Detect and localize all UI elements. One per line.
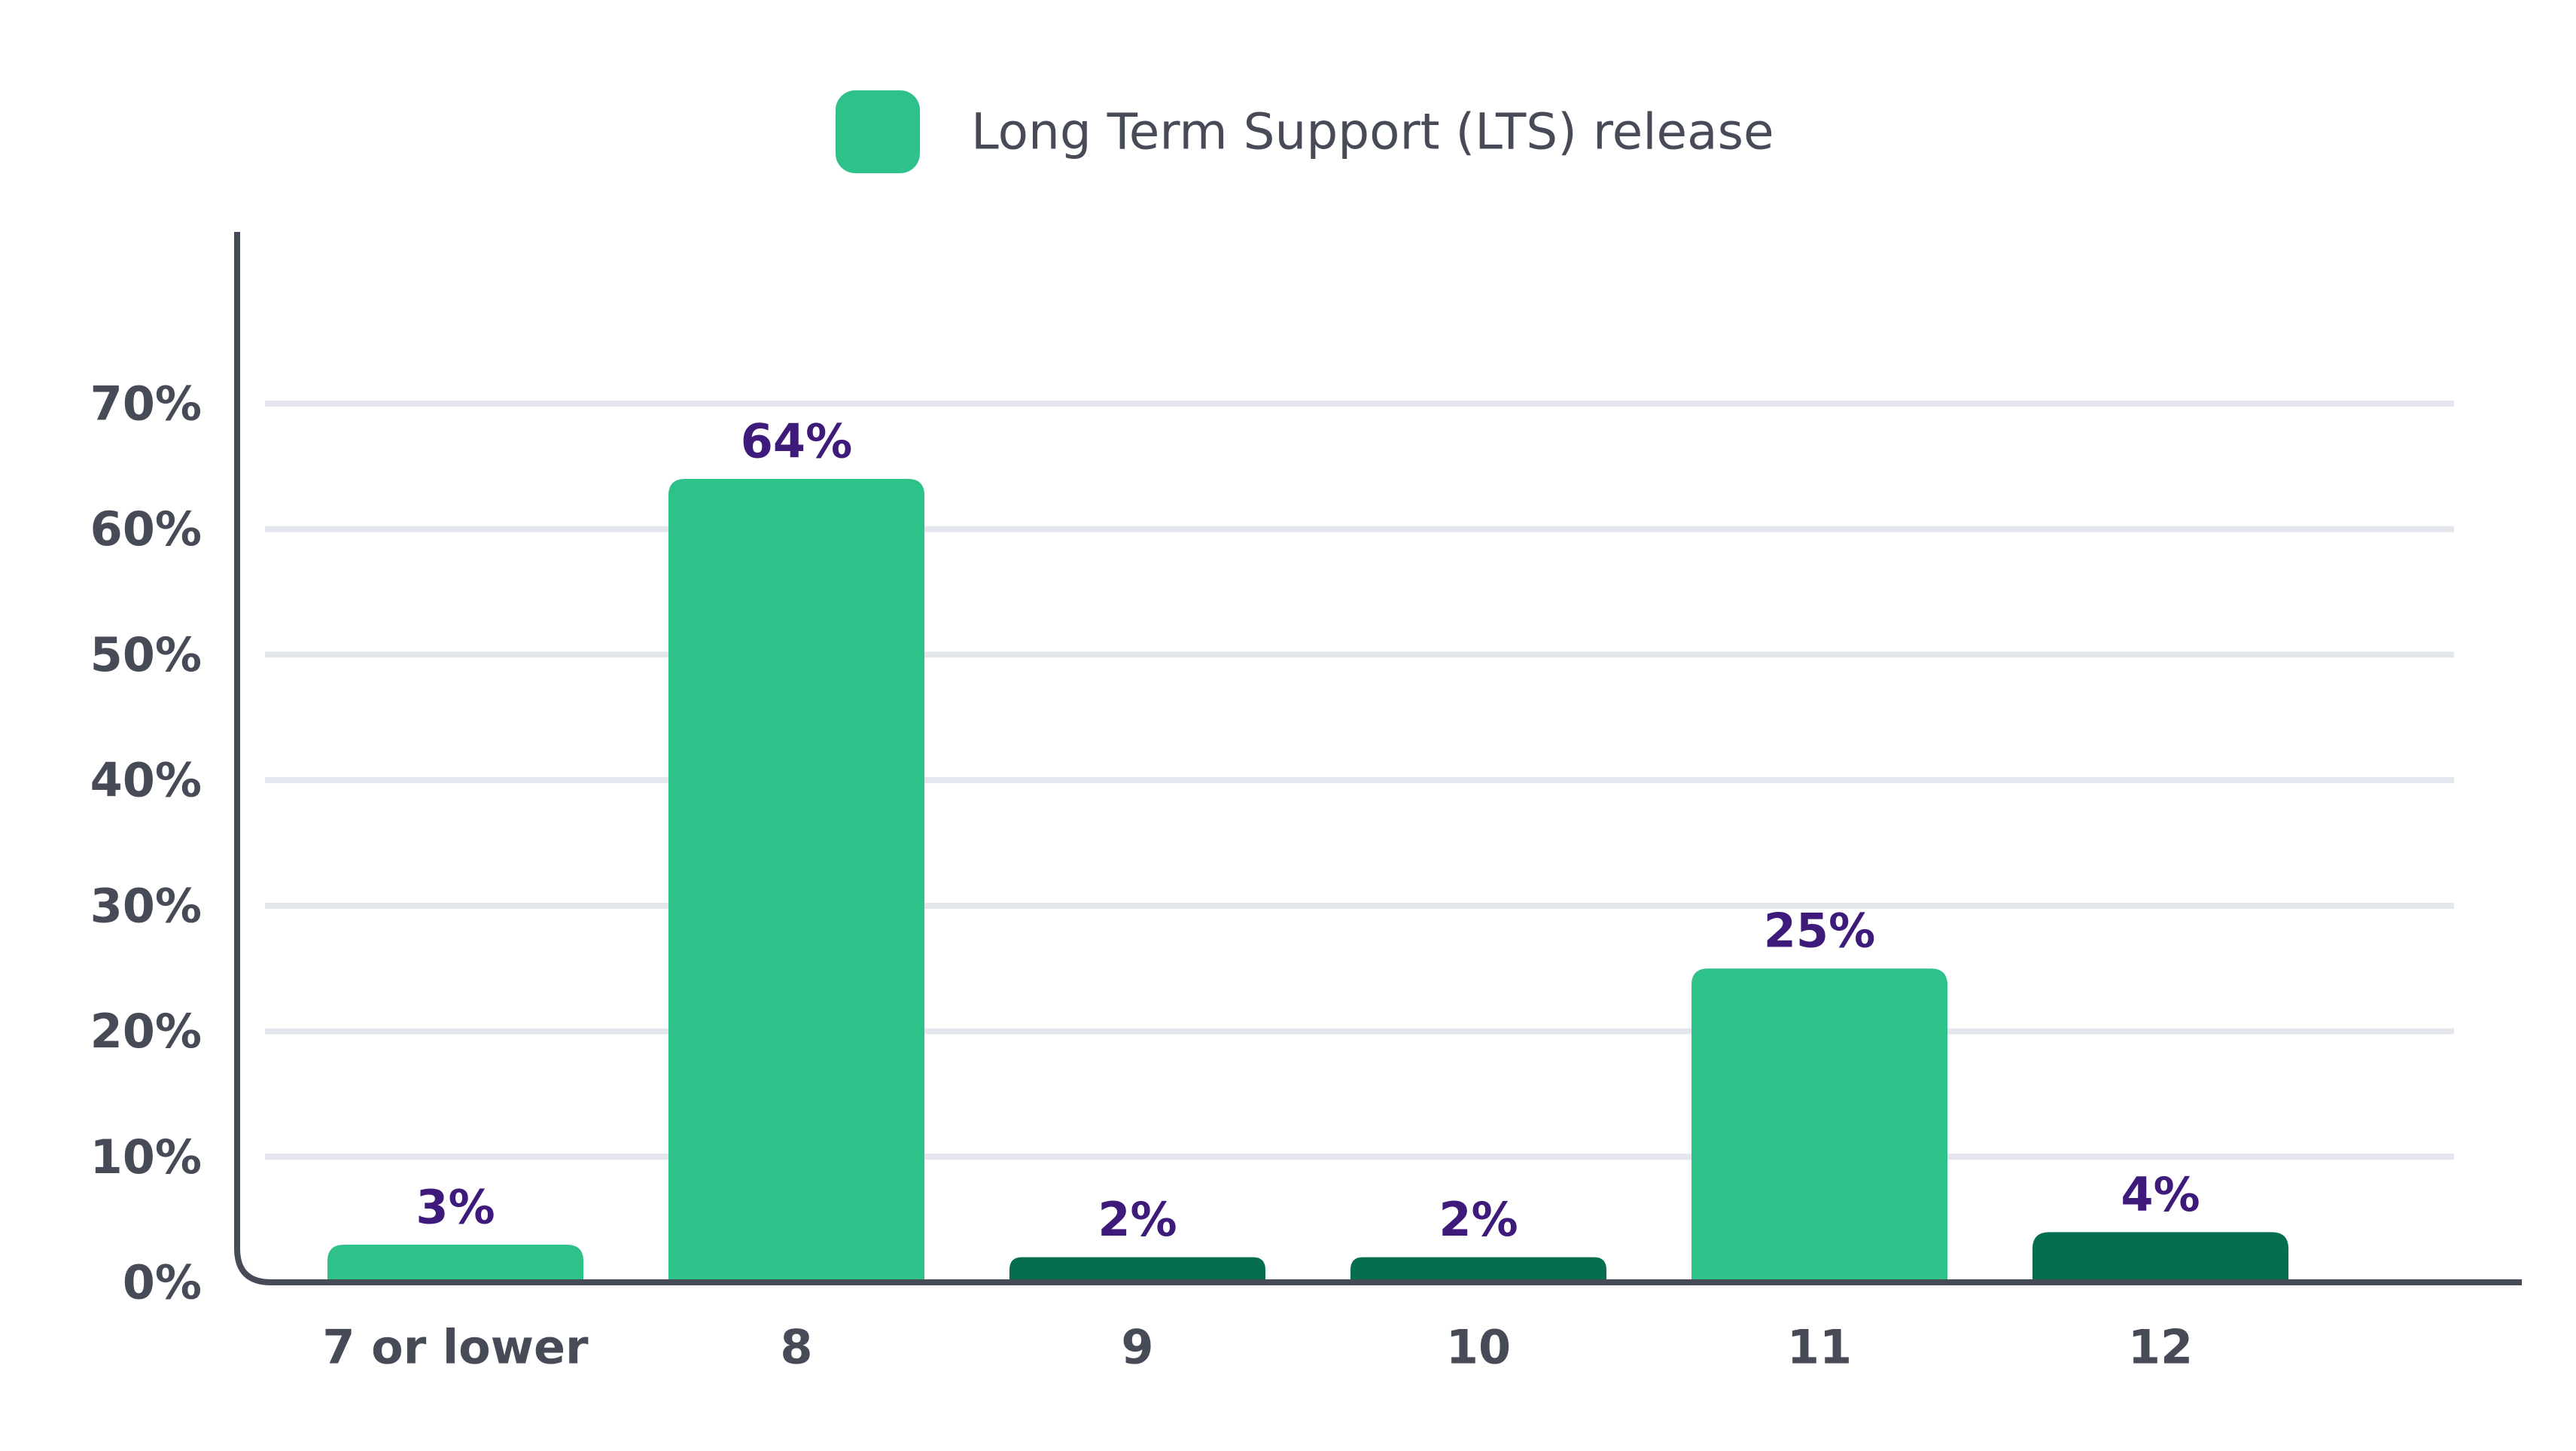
x-tick-label: 9 [1121, 1320, 1153, 1375]
gridlines [265, 401, 2454, 1160]
bar-7-or-lower [327, 1244, 583, 1282]
legend-swatch-lts [836, 90, 920, 173]
data-label: 4% [2121, 1167, 2200, 1222]
x-tick-label: 10 [1446, 1320, 1511, 1375]
data-label: 25% [1764, 904, 1875, 959]
x-axis-tick-labels: 7 or lower 8 9 10 11 12 [322, 1320, 2193, 1375]
x-tick-label: 8 [780, 1320, 812, 1375]
bar-8 [668, 479, 924, 1282]
axis-lines [234, 232, 2522, 1285]
y-tick-label: 0% [123, 1255, 202, 1310]
y-tick-label: 70% [90, 376, 202, 431]
bars [327, 479, 2288, 1282]
bar-10 [1350, 1257, 1606, 1282]
y-axis-tick-labels: 0% 10% 20% 30% 40% 50% 60% 70% [90, 376, 202, 1310]
data-label: 2% [1439, 1192, 1518, 1247]
y-tick-label: 20% [90, 1004, 202, 1059]
data-labels: 3% 64% 2% 2% 25% 4% [416, 414, 2200, 1248]
y-tick-label: 30% [90, 878, 202, 933]
data-label: 3% [416, 1179, 495, 1234]
x-tick-label: 12 [2128, 1320, 2193, 1375]
legend: Long Term Support (LTS) release [836, 90, 1774, 173]
x-tick-label: 11 [1787, 1320, 1852, 1375]
y-tick-label: 40% [90, 753, 202, 808]
data-label: 64% [741, 414, 852, 469]
x-tick-label: 7 or lower [322, 1320, 589, 1375]
y-tick-label: 10% [90, 1129, 202, 1184]
bar-12 [2032, 1232, 2288, 1282]
legend-label-lts: Long Term Support (LTS) release [971, 103, 1774, 161]
bar-11 [1691, 968, 1947, 1282]
data-label: 2% [1098, 1192, 1177, 1247]
bar-9 [1009, 1257, 1265, 1282]
y-tick-label: 60% [90, 501, 202, 556]
y-tick-label: 50% [90, 627, 202, 682]
